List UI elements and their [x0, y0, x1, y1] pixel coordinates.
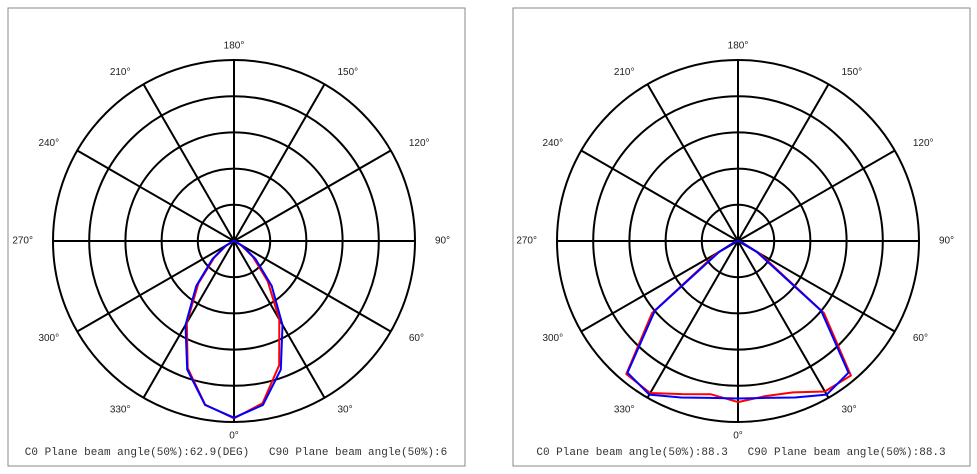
spoke — [580, 240, 739, 333]
spoke — [233, 149, 392, 242]
angle-label: 90° — [435, 236, 450, 247]
angle-label: 210° — [614, 67, 635, 78]
angle-label: 60° — [409, 333, 424, 344]
angle-label: 300° — [38, 333, 59, 344]
spoke — [76, 240, 235, 333]
angle-label: 0° — [733, 431, 743, 442]
angle-label: 120° — [913, 138, 934, 149]
panel-frame — [7, 7, 466, 467]
spoke — [142, 83, 235, 242]
angle-label: 330° — [614, 405, 635, 416]
angle-label: 240° — [542, 138, 563, 149]
spoke — [76, 149, 235, 242]
angle-label: 270° — [12, 236, 33, 247]
spoke — [233, 240, 392, 333]
angle-label: 90° — [939, 236, 954, 247]
spoke — [737, 240, 896, 333]
caption: C0 Plane beam angle(50%):88.3 C90 Plane … — [536, 447, 945, 459]
curve — [626, 240, 850, 400]
angle-label: 330° — [110, 405, 131, 416]
spoke — [737, 240, 830, 399]
curve — [184, 240, 284, 419]
angle-label: 180° — [728, 41, 749, 52]
angle-label: 150° — [842, 67, 863, 78]
spoke — [737, 149, 896, 242]
angle-label: 150° — [338, 67, 359, 78]
angle-label: 30° — [842, 405, 857, 416]
angle-label: 120° — [409, 138, 430, 149]
panel-frame — [512, 7, 971, 467]
angle-label: 240° — [38, 138, 59, 149]
spoke — [646, 240, 739, 399]
caption: C0 Plane beam angle(50%):62.9(DEG) C90 P… — [25, 447, 447, 459]
spoke — [233, 83, 326, 242]
angle-label: 300° — [542, 333, 563, 344]
angle-label: 270° — [516, 236, 537, 247]
spoke — [646, 83, 739, 242]
angle-label: 60° — [913, 333, 928, 344]
spoke — [737, 83, 830, 242]
spoke — [580, 149, 739, 242]
angle-label: 30° — [338, 405, 353, 416]
angle-label: 180° — [224, 41, 245, 52]
angle-label: 0° — [229, 431, 239, 442]
angle-label: 210° — [110, 67, 131, 78]
